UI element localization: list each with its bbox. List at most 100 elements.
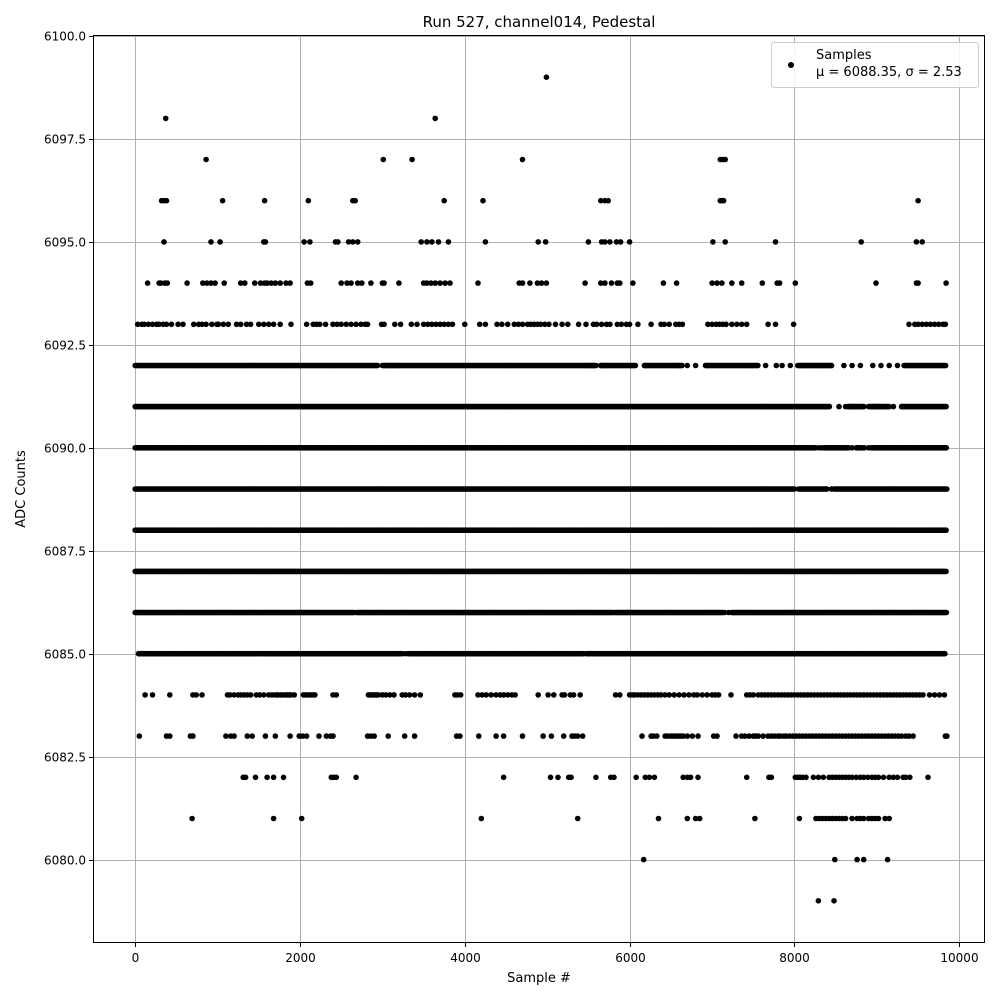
data-point	[350, 239, 356, 245]
data-point	[886, 362, 892, 369]
data-point	[511, 321, 518, 328]
data-point	[437, 280, 443, 286]
data-point	[641, 362, 648, 369]
data-point	[906, 321, 912, 328]
data-point	[475, 280, 481, 286]
data-point	[247, 321, 254, 328]
data-point	[873, 280, 879, 286]
data-point	[849, 445, 855, 451]
data-point	[219, 197, 226, 204]
data-point	[894, 362, 901, 369]
data-point	[661, 321, 668, 328]
data-point	[841, 362, 847, 369]
data-point	[738, 280, 745, 286]
data-point	[504, 321, 511, 328]
data-point	[542, 239, 549, 245]
data-point	[414, 321, 420, 328]
data-point	[335, 239, 341, 245]
data-point	[482, 239, 489, 245]
data-point	[359, 280, 365, 286]
data-point	[923, 321, 930, 328]
data-point	[828, 362, 835, 369]
data-point	[593, 321, 600, 328]
data-point	[607, 239, 613, 245]
data-point	[432, 280, 439, 286]
data-point	[943, 527, 949, 533]
data-point	[499, 321, 505, 328]
data-point	[270, 815, 277, 822]
data-point	[729, 321, 735, 328]
data-point	[338, 321, 345, 328]
data-point	[189, 815, 195, 822]
data-point	[559, 321, 565, 328]
data-point	[602, 280, 608, 286]
data-point	[849, 362, 855, 369]
data-point	[175, 321, 181, 328]
data-point	[779, 362, 785, 369]
data-point	[424, 280, 430, 286]
data-point	[437, 321, 443, 328]
data-point	[710, 239, 716, 245]
data-point	[598, 197, 604, 204]
data-point	[865, 445, 872, 451]
data-point	[632, 362, 639, 369]
data-point	[519, 156, 526, 163]
data-point	[773, 362, 780, 369]
data-point	[543, 280, 550, 286]
data-point	[380, 156, 387, 163]
data-point	[915, 280, 921, 286]
data-point	[617, 280, 623, 286]
data-point	[396, 280, 402, 286]
data-point	[203, 321, 209, 328]
data-point	[158, 280, 164, 286]
data-point	[208, 239, 214, 245]
data-point	[251, 280, 258, 286]
data-point	[141, 321, 148, 328]
data-point	[815, 898, 822, 904]
data-point	[164, 280, 171, 286]
data-point	[237, 321, 244, 328]
data-point	[614, 321, 621, 328]
data-point	[575, 321, 582, 328]
data-point	[149, 321, 156, 328]
data-point	[598, 362, 604, 369]
data-point	[705, 321, 711, 328]
data-point	[200, 280, 206, 286]
data-point	[818, 445, 825, 451]
data-point	[943, 280, 949, 286]
data-point	[338, 280, 345, 286]
data-point	[755, 362, 761, 369]
data-point	[719, 280, 725, 286]
data-point	[261, 197, 268, 204]
data-point	[162, 115, 169, 122]
data-point	[765, 321, 771, 328]
data-point	[714, 280, 720, 286]
data-point	[857, 362, 864, 369]
data-point	[808, 362, 814, 369]
data-point	[204, 280, 210, 286]
data-point	[898, 403, 905, 410]
data-point	[734, 321, 740, 328]
data-point	[795, 486, 802, 492]
data-point	[447, 280, 453, 286]
data-point	[287, 280, 293, 286]
data-point	[582, 280, 588, 286]
data-point	[449, 321, 456, 328]
data-point	[854, 856, 860, 863]
data-point	[268, 280, 275, 286]
data-point	[345, 239, 352, 245]
data-point	[832, 856, 838, 863]
chart-title: Run 527, channel014, Pedestal	[423, 13, 656, 31]
data-point	[684, 815, 691, 822]
data-point	[348, 280, 354, 286]
data-point	[270, 321, 277, 328]
data-point	[334, 321, 340, 328]
data-point	[709, 321, 715, 328]
data-point	[772, 321, 779, 328]
data-point	[515, 321, 522, 328]
data-point	[354, 239, 361, 245]
data-point	[163, 197, 170, 204]
data-point	[478, 815, 485, 822]
data-point	[943, 445, 950, 451]
